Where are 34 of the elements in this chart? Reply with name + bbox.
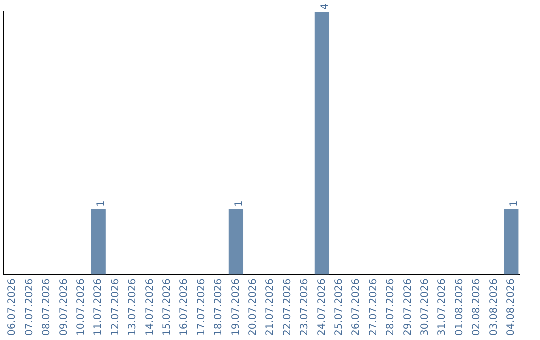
x-tick-label: 09.07.2026: [58, 278, 70, 336]
x-tick-label: 21.07.2026: [265, 278, 276, 336]
x-tick-label: 23.07.2026: [300, 278, 311, 336]
x-tick-label: 01.08.2026: [454, 278, 466, 336]
x-tick-label: 11.07.2026: [93, 278, 104, 336]
data-label: 4: [320, 4, 331, 10]
x-tick-label: 10.07.2026: [76, 278, 87, 336]
x-tick-label: 31.07.2026: [437, 278, 448, 336]
x-tick-label: 03.08.2026: [488, 278, 500, 336]
data-label: 1: [96, 200, 108, 208]
x-tick-label: 14.07.2026: [144, 278, 156, 336]
data-label: 1: [234, 200, 245, 208]
x-tick-label: 17.07.2026: [196, 278, 208, 336]
x-tick-label: 02.08.2026: [472, 278, 483, 336]
x-tick-label: 25.07.2026: [334, 278, 345, 336]
x-tick-label: 27.07.2026: [368, 278, 380, 336]
data-label: 1: [508, 200, 520, 208]
x-tick-label: 12.07.2026: [110, 278, 122, 336]
x-tick-label: 19.07.2026: [230, 278, 242, 336]
x-tick-label: 08.07.2026: [42, 278, 53, 336]
x-tick-label: 30.07.2026: [420, 278, 431, 336]
x-tick-label: 07.07.2026: [24, 278, 36, 336]
x-tick-label: 13.07.2026: [128, 278, 139, 336]
x-tick-label: 26.07.2026: [351, 278, 362, 336]
x-tick-label: 06.07.2026: [7, 278, 18, 336]
x-tick-label: 15.07.2026: [162, 278, 173, 336]
x-tick-label: 29.07.2026: [402, 278, 414, 336]
x-tick-label: 04.08.2026: [506, 278, 517, 336]
x-tick-label: 22.07.2026: [282, 278, 294, 336]
x-tick-label: 28.07.2026: [386, 278, 397, 336]
x-tick-label: 18.07.2026: [214, 278, 225, 336]
x-tick-label: 24.07.2026: [316, 278, 328, 336]
x-tick-label: 20.07.2026: [248, 278, 259, 336]
x-tick-label: 16.07.2026: [179, 278, 190, 336]
